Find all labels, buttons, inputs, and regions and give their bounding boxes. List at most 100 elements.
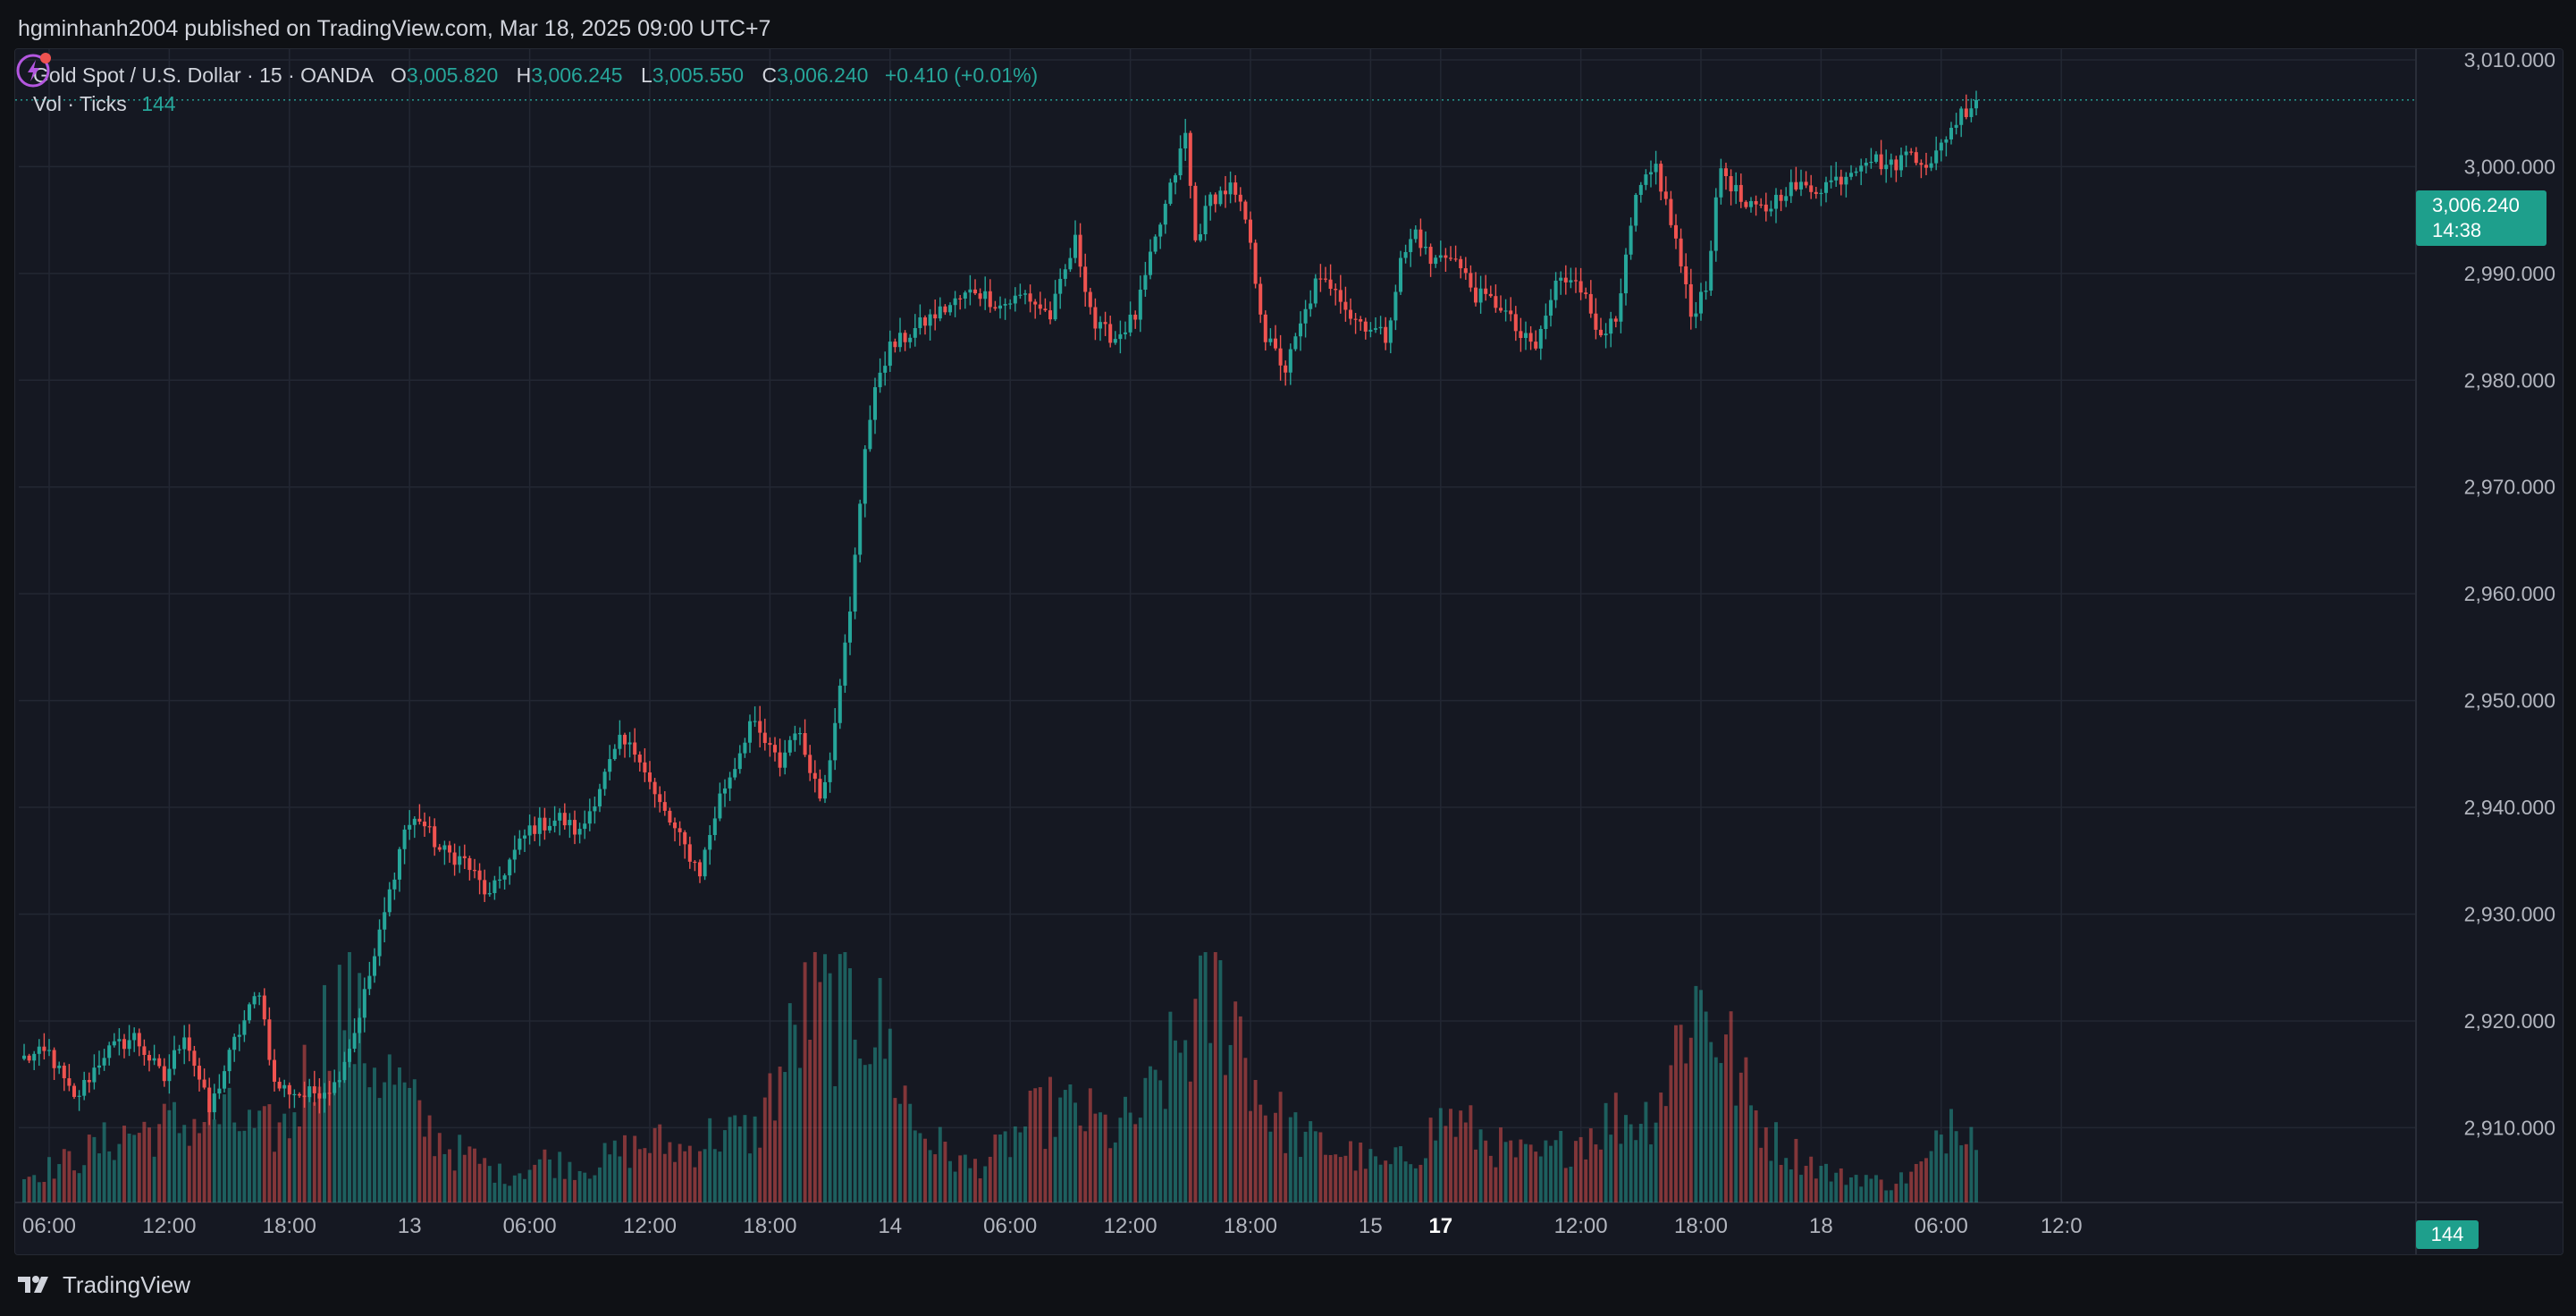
volume-bar [612, 1140, 617, 1202]
candle-body [42, 1046, 46, 1051]
bar-countdown: 14:38 [2432, 219, 2482, 241]
candle-body [52, 1050, 56, 1068]
candle-body [1348, 309, 1353, 319]
chart-background [15, 49, 2563, 1254]
volume-bar [367, 1087, 372, 1202]
chart-canvas[interactable]: 3,010.000 3,000.000 2,990.000 2,980.000 2,97… [15, 49, 2563, 1254]
candle-body [497, 879, 502, 882]
candle-body [772, 745, 778, 753]
volume-bar [1449, 1109, 1452, 1202]
volume-bar [1659, 1092, 1663, 1202]
volume-bar [828, 973, 832, 1202]
candle-body [733, 769, 737, 778]
candle-body [1759, 204, 1764, 206]
volume-bar [22, 1178, 26, 1202]
candle-body [192, 1050, 197, 1067]
candle-body [537, 817, 542, 834]
volume-bar [878, 977, 882, 1202]
candle-body [1964, 108, 1968, 117]
candle-body [1413, 229, 1418, 240]
time-tick-label: 12:0 [2041, 1214, 2083, 1238]
candle-body [1969, 108, 1974, 117]
candle-body [462, 856, 467, 858]
volume-bar [953, 1171, 957, 1202]
candle-body [812, 772, 817, 780]
volume-bar [377, 1098, 382, 1202]
candle-body [662, 802, 667, 811]
candle-body [1754, 200, 1758, 205]
volume-bar [988, 1156, 992, 1202]
volume-bar [938, 1126, 942, 1202]
volume-bar [1349, 1141, 1352, 1202]
volume-title[interactable]: Vol · Ticks [33, 92, 127, 115]
chart-panel[interactable]: 3,010.000 3,000.000 2,990.000 2,980.000 2,97… [14, 48, 2563, 1255]
volume-bar [1759, 1147, 1764, 1202]
volume-bar [593, 1175, 597, 1202]
candle-body [1438, 255, 1443, 258]
candle-body [1293, 336, 1298, 350]
candle-body [988, 291, 992, 308]
candle-body [1153, 236, 1158, 252]
lightning-alert-icon[interactable] [15, 49, 55, 89]
volume-bar [1233, 1001, 1238, 1202]
volume-bar [433, 1156, 437, 1202]
high-value: 3,006.245 [531, 63, 623, 87]
volume-bar [1474, 1149, 1477, 1202]
volume-bar [1679, 1025, 1683, 1202]
volume-bar [1569, 1166, 1573, 1202]
candle-body [1393, 291, 1398, 321]
candle-body [1193, 185, 1198, 240]
candle-body [1914, 152, 1918, 164]
symbol-title[interactable]: Gold Spot / U.S. Dollar · 15 · OANDA [33, 63, 373, 87]
volume-bar [587, 1178, 592, 1202]
volume-bar [458, 1135, 462, 1202]
candle-body [703, 849, 707, 877]
candle-body [127, 1040, 131, 1050]
volume-bar [943, 1142, 947, 1202]
volume-bar [1043, 1149, 1048, 1202]
candle-body [522, 835, 527, 839]
volume-bar [1284, 1152, 1288, 1202]
volume-bar [548, 1159, 551, 1202]
volume-bar [1688, 1037, 1693, 1202]
volume-bar [552, 1177, 557, 1202]
candle-body [1738, 184, 1743, 202]
volume-bar [1183, 1040, 1188, 1202]
candle-body [1709, 250, 1713, 291]
candle-body [868, 419, 872, 450]
candle-body [367, 975, 372, 990]
candle-body [803, 733, 807, 755]
volume-bar [568, 1161, 572, 1202]
volume-bar [1103, 1114, 1107, 1202]
volume-bar [1799, 1175, 1803, 1202]
volume-bar [1854, 1175, 1858, 1202]
volume-bar [903, 1085, 907, 1202]
candle-body [1503, 310, 1508, 312]
volume-bar [1038, 1087, 1042, 1202]
volume-bar [1939, 1135, 1943, 1202]
time-tick-label: 14 [878, 1214, 902, 1238]
volume-bar [1388, 1164, 1393, 1202]
time-tick-label: 18:00 [263, 1214, 316, 1238]
volume-bar [783, 1072, 787, 1202]
volume-bar [1459, 1110, 1463, 1202]
volume-bar [973, 1159, 977, 1202]
candle-body [1679, 238, 1683, 266]
volume-bar [1919, 1161, 1924, 1202]
volume-bar [102, 1122, 106, 1202]
volume-bar [483, 1158, 487, 1202]
volume-bar [583, 1172, 587, 1202]
volume-bar [978, 1178, 982, 1202]
volume-bar [1774, 1122, 1778, 1202]
candle-body [1118, 333, 1123, 340]
volume-bar [192, 1118, 197, 1202]
candle-body [1063, 269, 1067, 279]
volume-bar [1288, 1117, 1292, 1202]
volume-bar [1313, 1131, 1317, 1202]
candle-body [62, 1065, 66, 1079]
volume-bar [227, 1087, 232, 1202]
candle-body [943, 306, 947, 313]
volume-bar [1048, 1076, 1052, 1202]
volume-bar [1343, 1155, 1348, 1202]
candle-body [1934, 150, 1939, 164]
